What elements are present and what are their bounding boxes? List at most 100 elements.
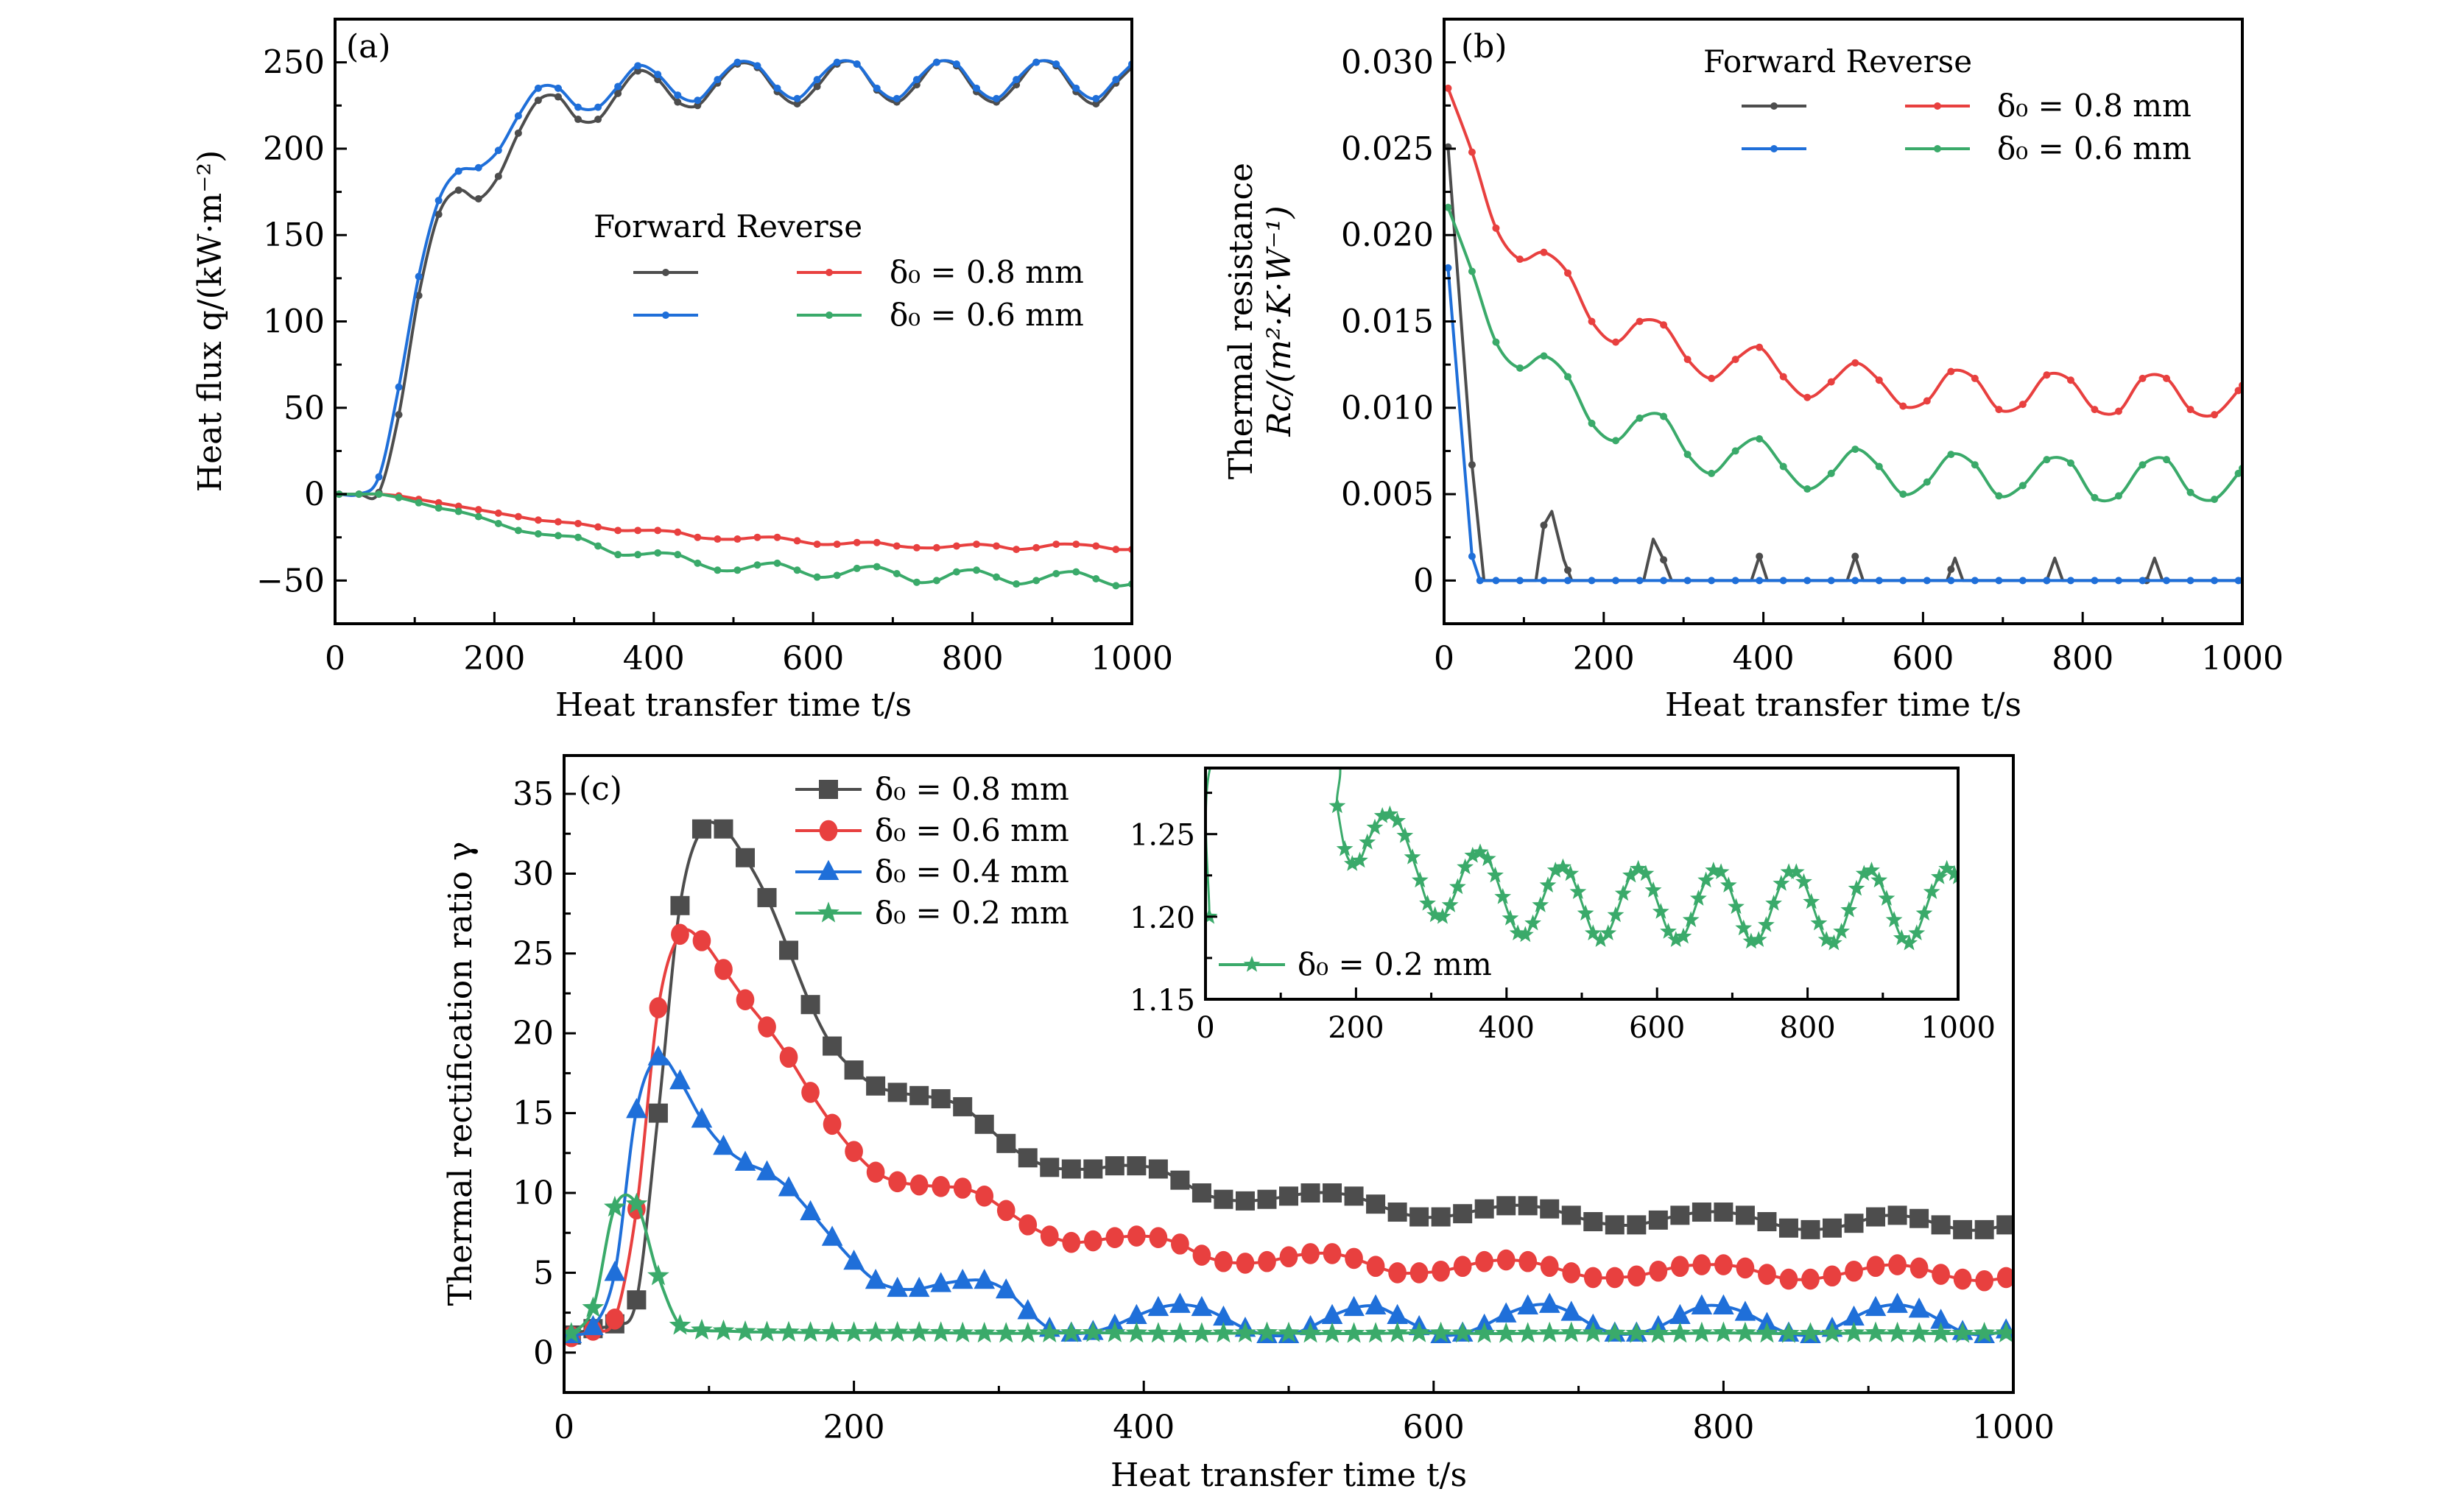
data-point-c-inset-d02 xyxy=(1336,839,1354,856)
data-point-a-reverse_08 xyxy=(873,538,881,546)
data-point-b-reverse_06 xyxy=(1540,352,1548,360)
series-line-b-forward_06 xyxy=(1446,267,2242,582)
data-point-c-d08 xyxy=(1648,1210,1668,1230)
panel-b-ylabel-line1: Thermal resistance xyxy=(1222,163,1260,479)
data-point-b-forward_06 xyxy=(1995,577,2003,585)
x-tick-label: 0 xyxy=(325,640,345,677)
data-point-b-forward_06 xyxy=(1516,577,1524,585)
data-point-a-forward_06 xyxy=(853,60,861,68)
data-point-a-forward_06 xyxy=(434,197,443,205)
data-point-c-d02 xyxy=(1951,1322,1974,1343)
data-point-c-d04 xyxy=(734,1150,756,1171)
data-point-a-forward_06 xyxy=(375,473,383,481)
data-point-c-d02 xyxy=(1408,1321,1430,1342)
data-point-a-reverse_06 xyxy=(912,578,921,586)
data-point-c-d04 xyxy=(1843,1305,1865,1326)
data-point-c-inset-d02 xyxy=(1795,873,1812,890)
y-tick-label: 0.025 xyxy=(1341,130,1434,168)
data-point-c-inset-d02 xyxy=(1487,866,1504,883)
data-point-a-forward_06 xyxy=(454,167,462,175)
inset-legend: δ₀ = 0.2 mm xyxy=(1219,946,1492,982)
data-point-c-d06 xyxy=(1301,1243,1320,1264)
data-point-a-reverse_06 xyxy=(434,504,443,512)
data-point-b-forward_06 xyxy=(1683,577,1692,585)
data-point-b-reverse_06 xyxy=(2211,496,2219,504)
data-point-b-forward_06 xyxy=(1971,577,1979,585)
data-point-b-reverse_08 xyxy=(1851,359,1859,367)
data-point-c-d04 xyxy=(1887,1292,1908,1313)
panel-c-legend-label-1: δ₀ = 0.6 mm xyxy=(875,812,1069,848)
data-point-a-reverse_08 xyxy=(714,535,722,543)
x-tick-label: 800 xyxy=(1779,1011,1835,1045)
data-point-a-reverse_08 xyxy=(973,541,981,549)
data-point-c-inset-d02 xyxy=(1810,914,1828,931)
data-point-c-inset-d02 xyxy=(1712,863,1730,879)
data-point-c-inset-d02 xyxy=(1923,883,1940,899)
data-point-c-d06 xyxy=(714,959,733,980)
data-point-c-inset-d02 xyxy=(1539,876,1557,892)
data-point-c-d04 xyxy=(626,1098,647,1119)
data-point-c-inset-d02 xyxy=(1381,805,1398,822)
data-point-c-d08 xyxy=(1540,1199,1560,1219)
data-point-b-forward_06 xyxy=(2114,577,2122,585)
data-point-c-d02 xyxy=(625,1192,648,1214)
data-point-a-reverse_06 xyxy=(494,519,502,527)
data-point-a-reverse_06 xyxy=(714,566,722,574)
data-point-a-reverse_08 xyxy=(654,527,662,535)
data-point-c-d06 xyxy=(1845,1260,1863,1282)
data-point-c-inset-d02 xyxy=(1735,919,1753,936)
data-point-c-d06 xyxy=(1714,1254,1733,1275)
data-point-b-reverse_08 xyxy=(1875,376,1883,384)
legend-star-glyph xyxy=(1243,956,1261,972)
legend-triangle-marker-d04 xyxy=(817,859,839,881)
data-point-b-forward_06 xyxy=(1588,577,1596,585)
data-point-a-reverse_08 xyxy=(534,516,542,524)
data-point-c-d04 xyxy=(821,1225,843,1246)
data-point-c-d06 xyxy=(1432,1260,1450,1282)
data-point-a-forward_06 xyxy=(753,62,761,70)
data-point-c-inset-d02 xyxy=(1787,863,1805,879)
data-point-a-reverse_06 xyxy=(1013,580,1021,588)
data-point-b-reverse_06 xyxy=(2066,459,2074,467)
x-tick-label: 0 xyxy=(1434,640,1454,677)
data-point-c-d02 xyxy=(1038,1321,1061,1342)
data-point-c-d02 xyxy=(1560,1321,1583,1342)
data-point-c-d02 xyxy=(1516,1322,1539,1343)
data-point-c-d02 xyxy=(1147,1322,1169,1343)
data-point-c-d08 xyxy=(736,848,755,867)
data-point-c-d06 xyxy=(1779,1268,1798,1290)
legend-circle-marker-d06 xyxy=(819,820,838,842)
data-point-a-forward_06 xyxy=(674,91,682,99)
panel-c-ylabel: Thermal rectification ratio γ xyxy=(442,842,479,1306)
data-point-b-forward_06 xyxy=(1803,577,1812,585)
panel-a-ticks: 0 200 400 600 800 1000 −50 0 50 100 150 200 250 xyxy=(256,18,1173,677)
data-point-c-d08 xyxy=(1191,1183,1211,1203)
data-point-c-d02 xyxy=(1625,1322,1648,1343)
data-point-c-d06 xyxy=(1627,1265,1646,1287)
data-point-a-reverse_06 xyxy=(415,499,423,507)
data-point-b-forward_06 xyxy=(2163,577,2171,585)
data-point-b-reverse_08 xyxy=(1540,248,1548,256)
data-point-b-forward_06 xyxy=(1708,577,1716,585)
legend-star-marker-inset-d02 xyxy=(1243,956,1261,972)
data-point-c-d08 xyxy=(1344,1186,1364,1206)
data-point-c-inset-d02 xyxy=(1396,827,1414,843)
data-point-b-reverse_08 xyxy=(1564,269,1572,277)
legend-marker-forward-06 xyxy=(662,311,669,319)
data-point-c-inset-d02 xyxy=(1817,931,1835,947)
data-point-c-d02 xyxy=(1691,1321,1713,1342)
data-point-c-d02 xyxy=(1647,1322,1669,1343)
data-point-c-d04 xyxy=(1691,1294,1713,1314)
data-point-a-forward_06 xyxy=(932,58,940,66)
x-tick-label: 1000 xyxy=(1921,1011,1996,1045)
data-point-c-d04 xyxy=(1495,1302,1517,1323)
legend-marker-reverse-06 xyxy=(1934,145,1941,152)
data-point-a-reverse_06 xyxy=(355,490,363,499)
data-point-c-d08 xyxy=(1040,1158,1060,1177)
data-point-a-forward_06 xyxy=(514,112,522,120)
data-point-b-reverse_08 xyxy=(1660,321,1668,329)
data-point-c-d06 xyxy=(866,1161,885,1183)
data-point-b-forward_06 xyxy=(1476,577,1484,585)
data-point-c-d02 xyxy=(691,1318,713,1340)
data-point-c-inset-d02 xyxy=(1637,865,1655,881)
